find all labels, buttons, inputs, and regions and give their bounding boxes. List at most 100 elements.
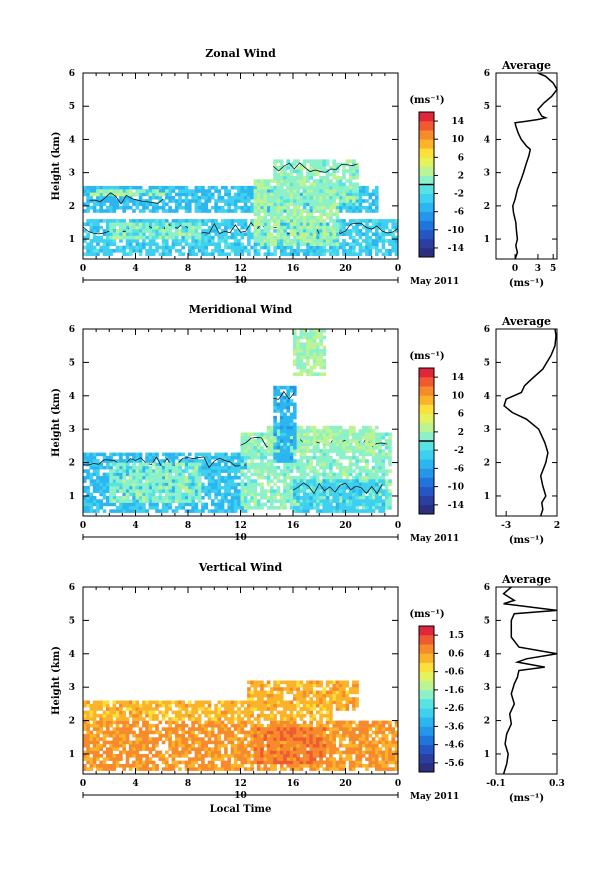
data-cell bbox=[214, 199, 218, 203]
data-cell bbox=[115, 219, 120, 223]
data-cell bbox=[92, 239, 97, 243]
data-cell bbox=[286, 405, 290, 410]
data-cell bbox=[279, 395, 284, 400]
data-cell bbox=[106, 465, 110, 470]
data-cell bbox=[184, 492, 189, 497]
data-cell bbox=[250, 219, 254, 223]
data-cell bbox=[391, 249, 395, 253]
data-cell bbox=[230, 479, 235, 483]
data-cell bbox=[135, 199, 140, 203]
data-cell bbox=[332, 192, 336, 197]
data-cell bbox=[276, 222, 281, 227]
data-cell bbox=[178, 506, 182, 510]
data-cell bbox=[260, 192, 264, 197]
data-cell bbox=[289, 385, 294, 390]
data-cell bbox=[188, 496, 192, 500]
data-cell bbox=[306, 499, 310, 503]
data-cell bbox=[279, 479, 284, 483]
data-cell bbox=[217, 235, 222, 240]
data-cell bbox=[312, 345, 317, 350]
data-cell bbox=[86, 242, 90, 246]
data-cell bbox=[266, 225, 271, 230]
data-cell bbox=[302, 465, 307, 470]
data-cell bbox=[345, 469, 350, 473]
data-cell bbox=[115, 189, 120, 193]
data-cell bbox=[352, 499, 356, 503]
average-y-tick-label: 4 bbox=[484, 392, 490, 402]
data-cell bbox=[342, 192, 346, 197]
data-cell bbox=[89, 475, 94, 480]
data-cell bbox=[83, 502, 87, 507]
data-cell bbox=[381, 449, 386, 453]
data-cell bbox=[283, 239, 287, 243]
data-cell bbox=[384, 506, 389, 510]
data-cell bbox=[151, 499, 156, 503]
data-cell bbox=[214, 249, 218, 253]
data-cell bbox=[112, 249, 117, 253]
data-cell bbox=[119, 502, 123, 507]
data-cell bbox=[214, 489, 218, 493]
data-cell bbox=[309, 195, 313, 200]
data-cell bbox=[338, 479, 343, 483]
data-cell bbox=[109, 189, 113, 193]
data-cell bbox=[83, 499, 87, 503]
data-cell bbox=[99, 485, 103, 490]
data-cell bbox=[191, 489, 195, 493]
data-cell bbox=[371, 209, 376, 213]
data-cell bbox=[165, 232, 169, 236]
data-cell bbox=[217, 485, 222, 490]
data-cell bbox=[142, 199, 146, 203]
data-cell bbox=[296, 365, 300, 370]
data-cell bbox=[352, 469, 356, 473]
data-cell bbox=[237, 192, 241, 197]
data-cell bbox=[145, 482, 149, 487]
data-cell bbox=[388, 229, 392, 233]
data-cell bbox=[112, 459, 117, 463]
data-cell bbox=[325, 232, 330, 236]
data-cell bbox=[151, 462, 156, 467]
data-cell bbox=[83, 743, 87, 748]
data-cell bbox=[338, 182, 343, 187]
data-cell bbox=[322, 352, 327, 356]
data-cell bbox=[365, 502, 369, 507]
data-cell bbox=[174, 249, 179, 253]
data-cell bbox=[296, 335, 300, 340]
data-cell bbox=[115, 496, 120, 500]
data-cell bbox=[332, 205, 336, 210]
data-cell bbox=[335, 479, 340, 483]
data-cell bbox=[391, 222, 395, 227]
data-cell bbox=[368, 442, 373, 447]
data-cell bbox=[273, 472, 277, 477]
data-cell bbox=[335, 182, 340, 187]
data-cell bbox=[296, 166, 300, 170]
data-cell bbox=[316, 232, 320, 236]
data-cell bbox=[204, 249, 208, 253]
data-cell bbox=[233, 496, 238, 500]
data-cell bbox=[381, 472, 386, 477]
data-cell bbox=[289, 435, 294, 440]
data-cell bbox=[299, 169, 304, 173]
data-cell bbox=[247, 195, 251, 200]
data-cell bbox=[191, 492, 195, 497]
data-cell bbox=[329, 189, 333, 193]
data-cell bbox=[214, 452, 218, 457]
data-cell bbox=[355, 496, 359, 500]
data-cell bbox=[355, 455, 359, 460]
data-cell bbox=[161, 189, 166, 193]
data-cell bbox=[260, 222, 264, 227]
data-cell bbox=[197, 222, 202, 227]
data-cell bbox=[243, 225, 248, 230]
data-cell bbox=[128, 489, 133, 493]
data-cell bbox=[279, 452, 284, 457]
data-cell bbox=[342, 499, 346, 503]
data-cell bbox=[96, 509, 100, 513]
data-cell bbox=[178, 472, 182, 477]
day-label: 10 bbox=[234, 276, 247, 286]
colorbar-bin bbox=[419, 368, 434, 378]
data-cell bbox=[361, 239, 366, 243]
data-cell bbox=[158, 469, 163, 473]
data-cell bbox=[388, 479, 392, 483]
data-cell bbox=[388, 442, 392, 447]
data-cell bbox=[89, 225, 94, 230]
data-cell bbox=[309, 162, 313, 167]
